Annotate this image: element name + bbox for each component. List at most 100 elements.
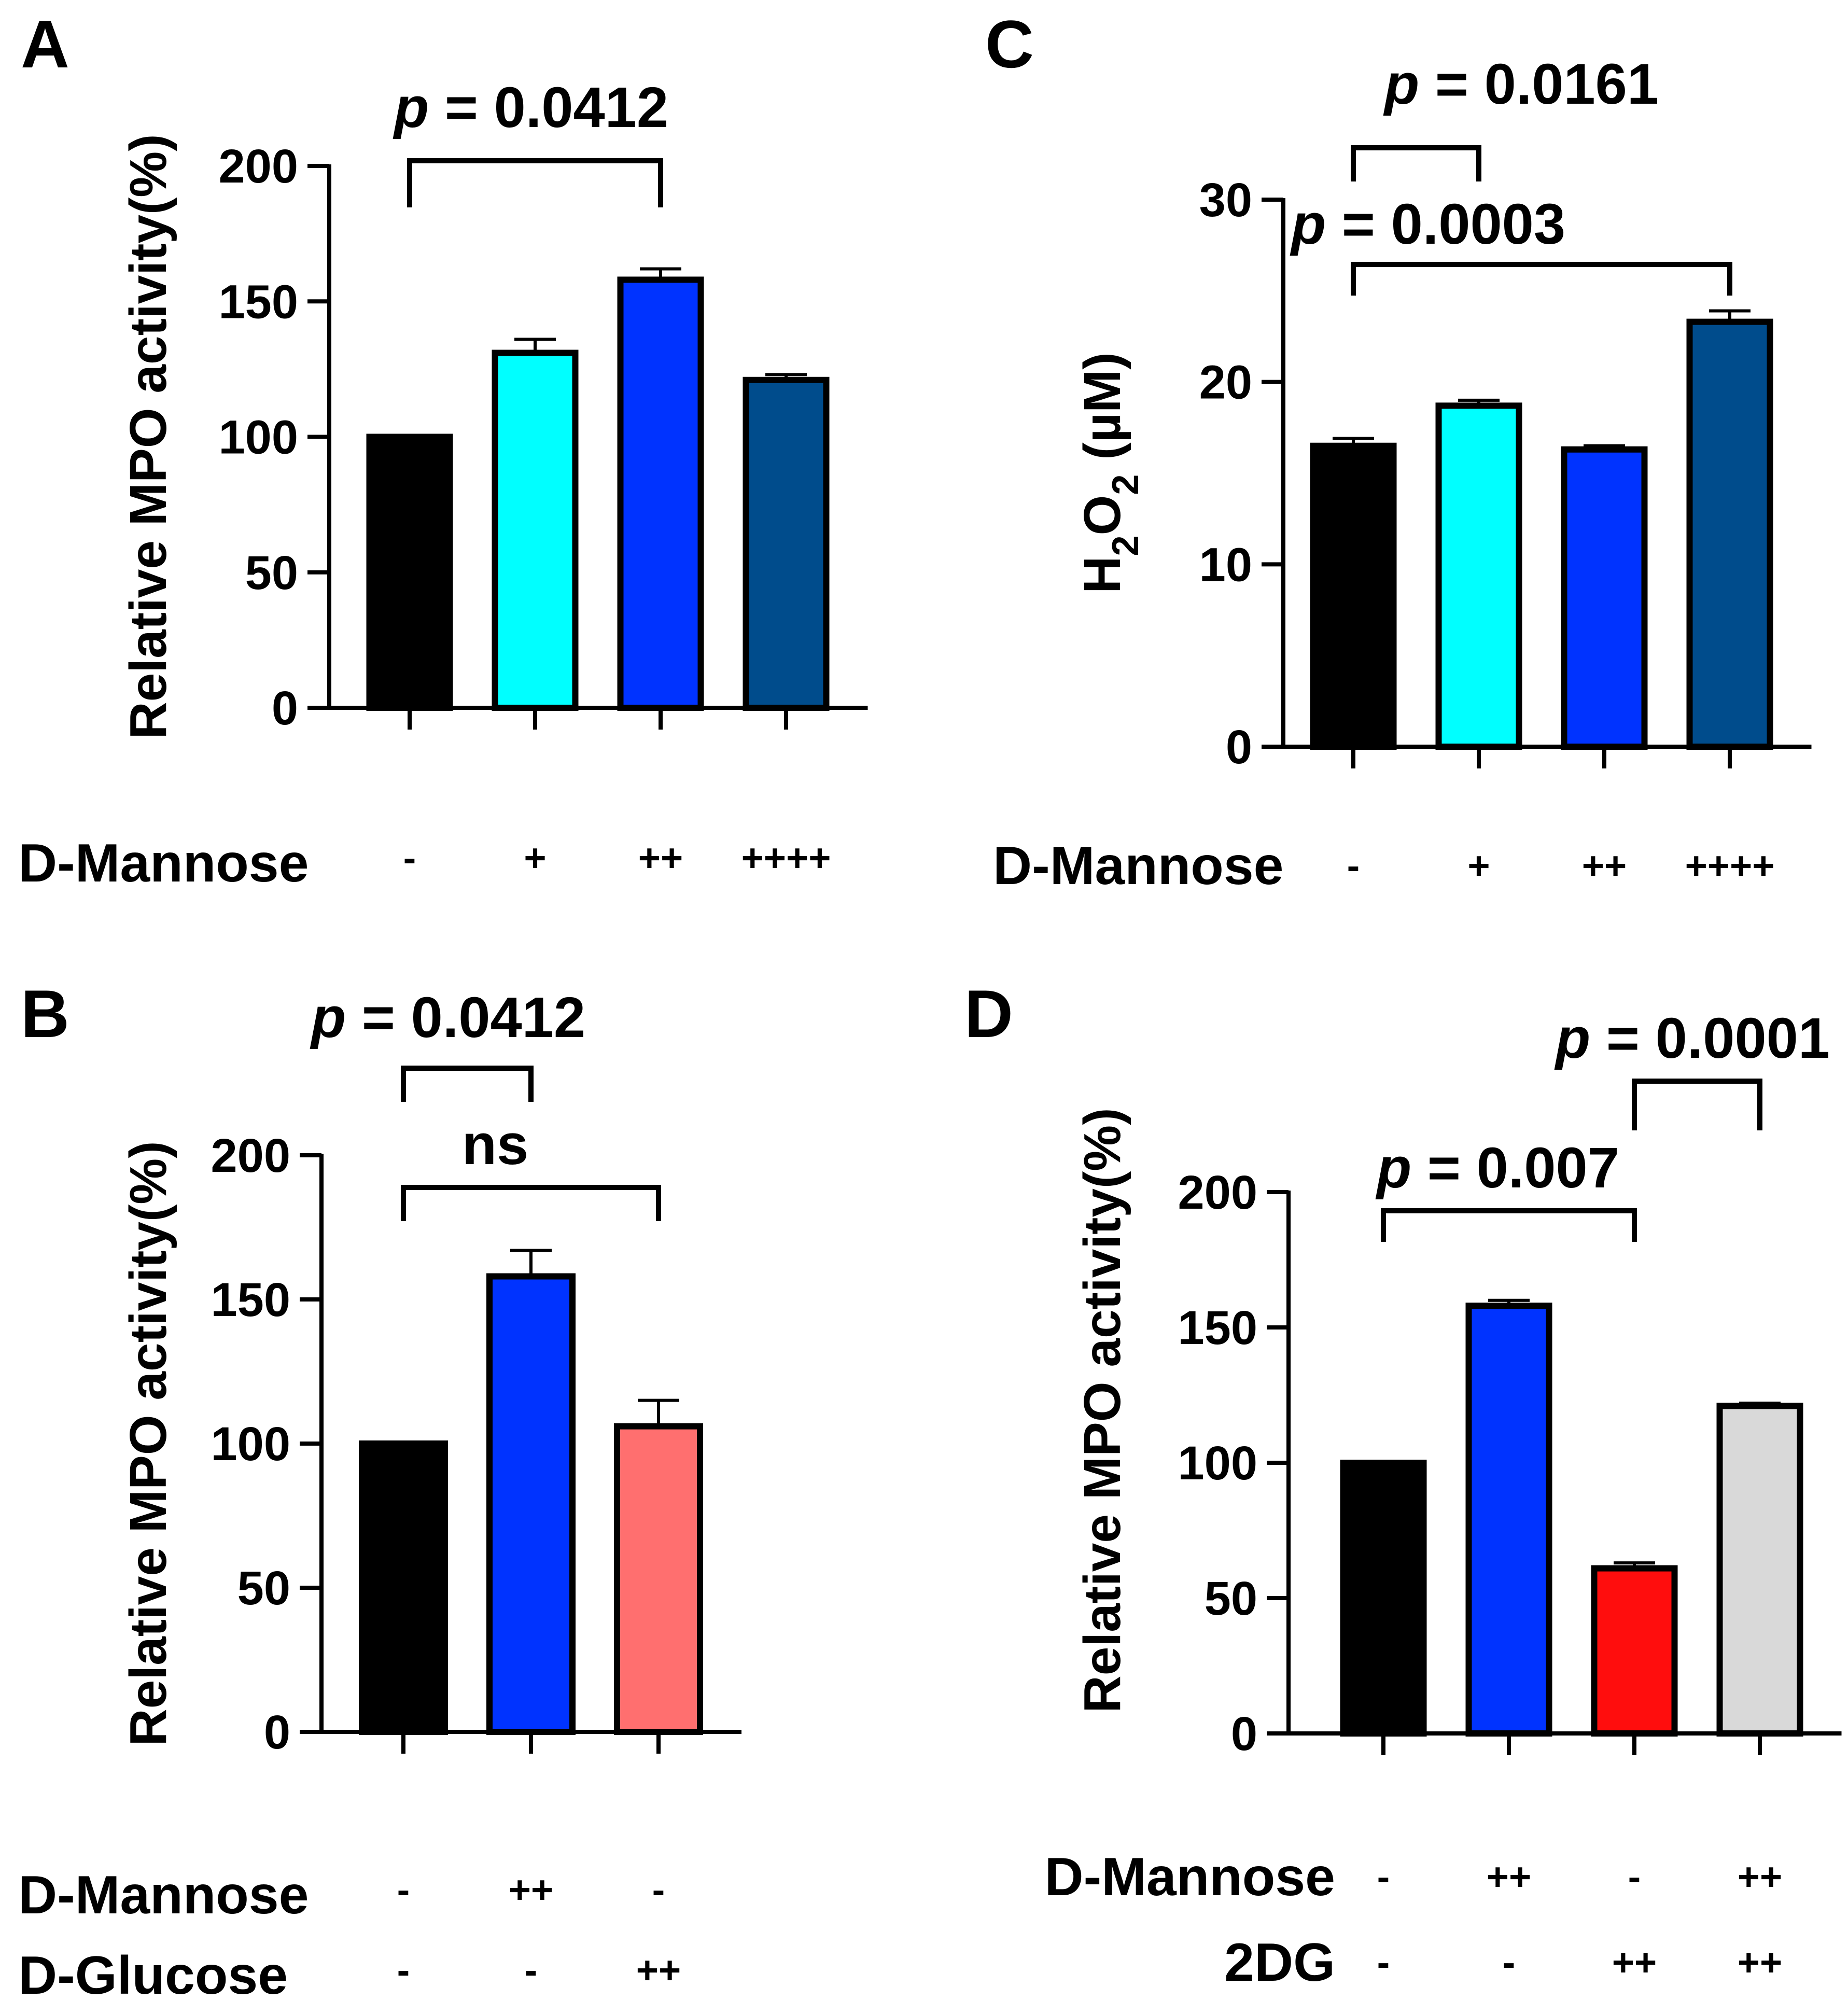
significance-label: p = 0.0001 [1554,1006,1830,1070]
bar [1310,442,1397,750]
p-symbol: p [310,986,346,1050]
y-tick-label: 20 [1199,356,1252,409]
condition-label: 2DG [1224,1933,1335,1993]
y-axis-label-subscript: 2 [1105,535,1146,556]
p-value: = 0.0412 [429,76,668,139]
condition-level: ++ [509,1868,553,1911]
significance-bracket [1632,1079,1762,1130]
condition-level: + [524,836,546,879]
condition-level: - [403,836,416,879]
y-tick-label: 0 [1231,1708,1257,1760]
panel-b-chart: 0 50 100 150 200 Relative MPO activity(%) D-Ma… [18,986,741,2001]
condition-label: D-Mannose [993,836,1283,896]
y-axis-label: Relative MPO activity(%) [1073,1108,1131,1713]
y-tick-label: 200 [211,1129,291,1182]
y-tick-label: 10 [1199,538,1252,591]
significance-bracket [1381,1208,1637,1242]
y-tick-label: 200 [1178,1166,1258,1219]
condition-level: - [525,1949,538,1992]
condition-level: ++ [1612,1941,1657,1984]
y-tick-label: 0 [272,682,298,735]
condition-level: ++ [1582,844,1627,887]
bar [614,1423,703,1735]
bar [743,376,830,711]
bar [1716,1403,1803,1737]
bar [492,349,579,711]
condition-label: D-Mannose [18,833,309,893]
p-symbol: p [1554,1006,1590,1070]
significance-bracket [407,158,663,207]
p-value: = 0.007 [1411,1136,1619,1200]
significance-label: p = 0.0161 [1383,52,1659,116]
condition-level: ++ [636,1949,681,1992]
y-tick-label: 30 [1199,174,1252,227]
bar [1465,1303,1552,1737]
y-axis-label: H2O2 (µM) [1073,352,1146,593]
condition-level: ++ [1738,1941,1782,1984]
condition-level: ++ [1487,1855,1531,1898]
y-tick-label: 100 [219,411,299,464]
panel-label-a: A [21,6,69,82]
bar [1561,446,1648,750]
y-axis-label-subscript: 2 [1105,474,1146,495]
panel-label-c: C [985,6,1034,82]
p-value: = 0.0003 [1326,192,1565,256]
condition-level: ++++ [1685,844,1775,887]
panel-label-d: D [964,976,1013,1052]
bar [486,1273,576,1735]
bar [1686,318,1773,750]
significance-label: p = 0.0003 [1290,192,1565,256]
p-symbol: p [1290,192,1326,256]
condition-level: - [1503,1941,1516,1984]
y-tick-label: 0 [1226,721,1252,774]
condition-level: - [1377,1941,1390,1984]
p-value: ns [462,1113,528,1177]
condition-label: D-Mannose [18,1865,309,1925]
condition-level: - [1377,1855,1390,1898]
bar [366,433,453,711]
condition-label: D-Mannose [1045,1847,1335,1907]
y-tick-label: 150 [219,275,299,328]
significance-bracket [401,1066,534,1102]
y-tick-label: 100 [211,1418,291,1471]
bar [1435,402,1522,750]
significance-label: p = 0.0412 [310,986,585,1050]
y-tick-label: 50 [237,1562,290,1615]
significance-bracket [1351,262,1732,296]
y-tick-label: 0 [264,1706,290,1759]
p-value: = 0.0161 [1419,52,1659,116]
p-symbol: p [1375,1136,1411,1200]
panel-d-chart: 0 50 100 150 200 Relative MPO activity(%) D-Ma… [1045,1006,1842,1993]
bar [1591,1565,1678,1737]
significance-label: p = 0.0412 [393,76,668,139]
condition-level: - [1628,1855,1641,1898]
y-axis-label-part: O [1073,495,1131,536]
condition-level: + [1467,844,1490,887]
y-axis-label-part: (µM) [1073,352,1131,474]
p-symbol: p [393,76,429,139]
y-tick-label: 50 [1205,1572,1257,1625]
y-tick-label: 50 [245,547,298,599]
y-tick-label: 100 [1178,1437,1258,1490]
panel-label-b: B [21,976,69,1052]
condition-label: D-Glucose [18,1946,288,2001]
condition-level: - [397,1868,410,1911]
bar [1340,1460,1427,1737]
significance-label: p = 0.007 [1375,1136,1619,1200]
significance-label: ns [462,1113,528,1177]
condition-level: ++++ [741,836,831,879]
p-value: = 0.0001 [1590,1006,1830,1070]
panel-a-chart: 0 50 100 150 200 Relative MPO activity(%) D-Ma… [18,76,868,893]
y-axis-label: Relative MPO activity(%) [119,1141,177,1746]
p-symbol: p [1383,52,1419,116]
y-axis-label: Relative MPO activity(%) [119,134,177,739]
condition-level: - [652,1868,665,1911]
significance-bracket [401,1185,661,1221]
bar [617,276,704,711]
y-tick-label: 150 [1178,1302,1258,1354]
significance-bracket [1351,145,1481,181]
p-value: = 0.0412 [346,986,585,1050]
condition-level: - [397,1949,410,1992]
